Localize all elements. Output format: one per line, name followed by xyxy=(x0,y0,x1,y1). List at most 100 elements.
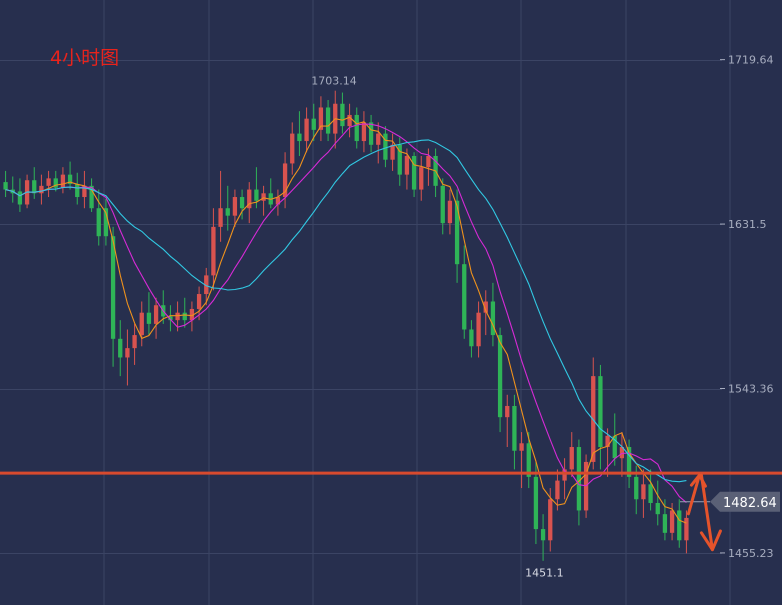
candle-body xyxy=(490,301,496,336)
y-tick-label: 1719.64 xyxy=(728,54,774,67)
candle-body xyxy=(404,155,410,175)
candle-body xyxy=(540,529,546,541)
candle-body xyxy=(684,517,689,541)
candle-body xyxy=(440,185,445,224)
candle-body xyxy=(67,174,73,184)
candle-body xyxy=(512,405,517,451)
candle-body xyxy=(247,189,252,209)
candle-body xyxy=(605,435,610,448)
candle-body xyxy=(361,122,367,142)
candle-body xyxy=(411,155,417,190)
candle-body xyxy=(182,312,187,321)
current-price-tag: 1482.64 xyxy=(710,491,780,512)
candle-body xyxy=(53,178,58,188)
candle-body xyxy=(218,208,223,227)
candle-body xyxy=(46,178,51,186)
candle-body xyxy=(175,312,180,321)
candle-body xyxy=(648,484,653,503)
candle-body xyxy=(576,447,582,511)
candle-body xyxy=(125,348,130,358)
candle-body xyxy=(32,180,37,194)
y-tick-label: 1631.5 xyxy=(728,218,767,231)
candle-body xyxy=(196,294,202,309)
candle-body xyxy=(96,208,101,237)
y-tick-label: 1543.36 xyxy=(728,383,774,396)
candle-body xyxy=(118,338,123,358)
candle-body xyxy=(261,193,266,201)
down-arrow xyxy=(699,473,714,552)
candle-body xyxy=(419,167,424,190)
candle-body xyxy=(318,107,324,130)
up-arrow xyxy=(686,473,701,516)
candle-body xyxy=(505,405,510,418)
down-arrow-head xyxy=(699,529,722,552)
high-price-label: 1703.14 xyxy=(311,74,357,87)
candle-body xyxy=(89,185,94,209)
candle-body xyxy=(483,301,488,313)
candle-body xyxy=(347,114,352,127)
candle-body xyxy=(454,200,460,265)
candle-body xyxy=(75,183,80,198)
candle-body xyxy=(304,118,309,142)
candle-body xyxy=(168,316,173,321)
y-axis-ticks: 1719.64 1631.5 1543.36 1455.23 xyxy=(720,54,774,560)
candle-body xyxy=(662,514,668,533)
candle-body xyxy=(146,312,152,324)
candle-body xyxy=(669,510,675,533)
candle-body xyxy=(641,484,646,500)
candle-body xyxy=(60,174,66,188)
candle-body xyxy=(469,329,474,347)
candle-body xyxy=(354,114,359,142)
price-tag-background xyxy=(710,491,780,512)
chart-title: 4小时图 xyxy=(50,47,119,69)
overlays xyxy=(0,471,782,552)
candle-body xyxy=(626,447,632,477)
candle-body xyxy=(562,469,567,481)
candle-body xyxy=(275,197,281,205)
candle-body xyxy=(110,236,116,339)
candle-body xyxy=(612,435,617,459)
candle-body xyxy=(132,335,137,349)
low-price-label: 1451.1 xyxy=(525,567,564,580)
candle-body xyxy=(139,312,144,336)
candle-body xyxy=(103,208,109,237)
candle-body xyxy=(462,264,467,330)
ma-mid-line xyxy=(5,123,687,504)
candle-body xyxy=(17,191,23,205)
candle-body xyxy=(232,197,238,216)
ma-long-line xyxy=(5,139,687,483)
candle-body xyxy=(311,118,316,130)
candle-body xyxy=(368,122,374,145)
candle-body xyxy=(476,312,481,347)
candle-body xyxy=(376,133,381,145)
y-tick-label: 1455.23 xyxy=(728,547,774,560)
candle-body xyxy=(39,185,44,194)
candle-body xyxy=(204,275,209,295)
candle-body xyxy=(519,443,524,451)
candle-body xyxy=(655,502,660,515)
candle-body xyxy=(290,133,295,164)
candle-body xyxy=(282,163,288,198)
candle-body xyxy=(254,189,259,201)
candle-body xyxy=(526,443,531,477)
candle-body xyxy=(297,133,302,142)
candle-body xyxy=(211,226,216,276)
candle-body xyxy=(153,305,159,324)
candle-body xyxy=(677,510,682,541)
candle-body xyxy=(548,499,553,541)
candle-body xyxy=(533,476,539,530)
candle-body xyxy=(497,335,503,418)
candle-body xyxy=(340,103,345,127)
moving-averages xyxy=(5,116,687,524)
candle-body xyxy=(390,144,395,160)
candle-body xyxy=(555,480,560,500)
candle-body xyxy=(325,107,331,134)
ma-short-line xyxy=(5,116,687,524)
current-price-value: 1482.64 xyxy=(723,496,777,511)
candle-body xyxy=(426,155,431,168)
candle-body xyxy=(598,376,603,448)
candle-body xyxy=(239,197,245,209)
